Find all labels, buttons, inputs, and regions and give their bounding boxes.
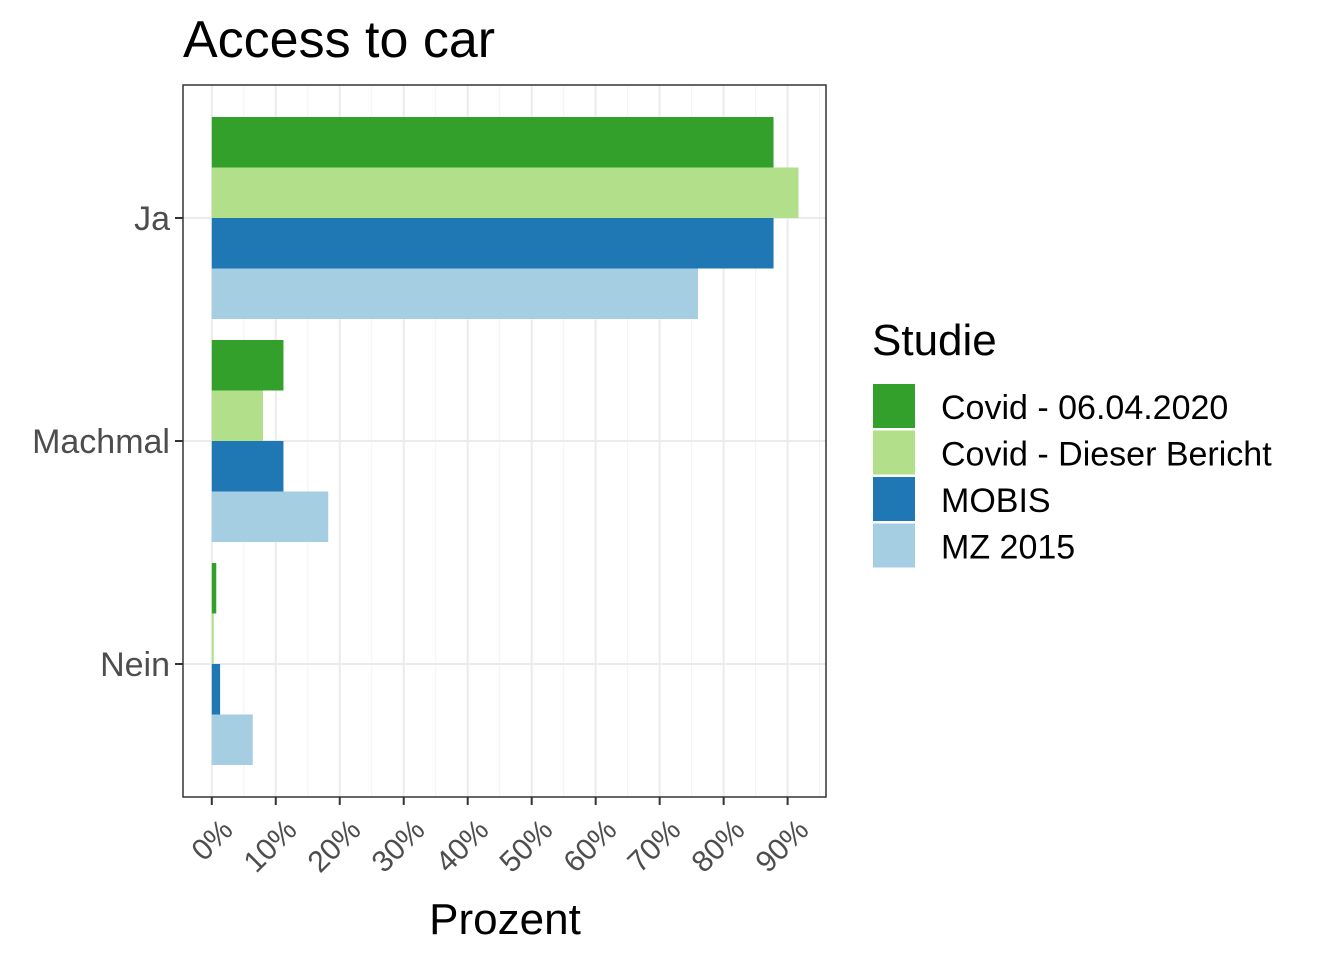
legend: Studie Covid - 06.04.2020 Covid - Dieser … (872, 316, 1272, 568)
legend-label: MZ 2015 (941, 529, 1075, 567)
bar (211, 340, 284, 391)
x-axis-title: Prozent (429, 895, 581, 944)
y-tick-label: Machmal (32, 423, 170, 461)
bar (211, 664, 221, 715)
bars (211, 117, 799, 765)
bar (211, 268, 699, 319)
bar (211, 613, 214, 664)
bar (211, 218, 774, 269)
legend-label: Covid - 06.04.2020 (941, 389, 1228, 427)
bar (211, 167, 799, 218)
chart-title: Access to car (183, 11, 495, 69)
y-tick-label: Ja (134, 200, 170, 238)
x-tick-label: 20% (302, 813, 368, 879)
x-tick-label: 10% (238, 813, 304, 879)
legend-swatch (873, 523, 915, 568)
bar (211, 390, 263, 441)
bar (211, 117, 774, 168)
bar (211, 563, 217, 614)
bar (211, 491, 329, 542)
legend-title: Studie (872, 316, 997, 365)
bar (211, 441, 284, 492)
x-tick-label: 70% (622, 813, 688, 879)
x-tick-label: 60% (558, 813, 624, 879)
legend-swatch (873, 430, 915, 475)
x-tick-label: 40% (430, 813, 496, 879)
x-axis: 0%10%20%30%40%50%60%70%80%90% (185, 797, 815, 879)
y-tick-label: Nein (100, 646, 170, 684)
x-tick-label: 90% (749, 813, 815, 879)
bar (211, 714, 253, 765)
x-tick-label: 30% (366, 813, 432, 879)
legend-swatch (873, 477, 915, 521)
x-tick-label: 50% (494, 813, 560, 879)
y-axis: Ja Machmal Nein (32, 200, 183, 684)
legend-swatch (873, 384, 915, 428)
x-tick-label: 0% (185, 813, 239, 867)
legend-label: Covid - Dieser Bericht (941, 436, 1272, 474)
x-tick-label: 80% (685, 813, 751, 879)
legend-label: MOBIS (941, 482, 1051, 520)
